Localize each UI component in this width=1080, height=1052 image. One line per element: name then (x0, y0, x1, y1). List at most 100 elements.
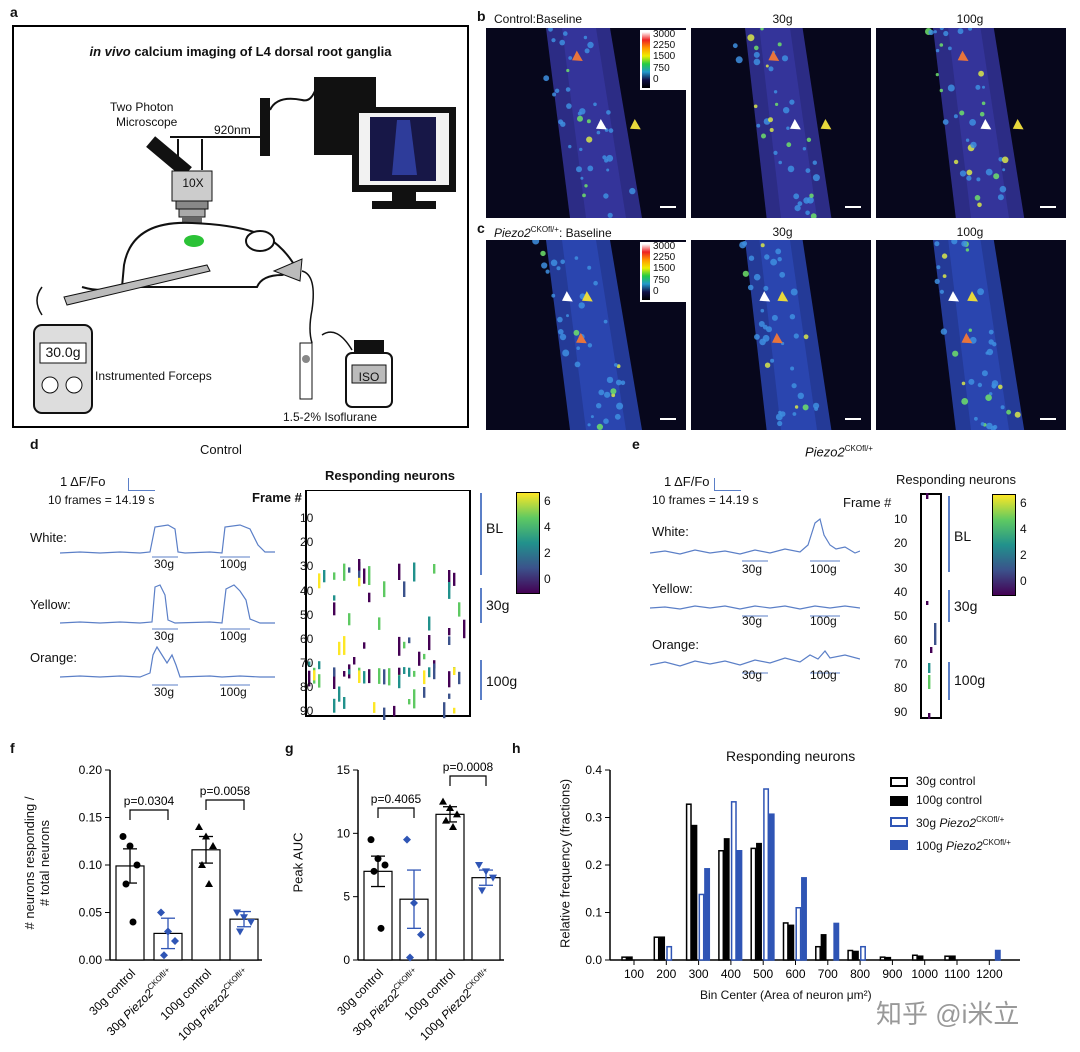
heatmap-cell (353, 657, 356, 665)
significance-bracket (205, 799, 245, 810)
panel-e-trace-yellow-label: Yellow: (652, 581, 693, 596)
heatmap-cell (458, 602, 461, 617)
heatmap-cell (333, 667, 336, 677)
x-tick-label: 200 (656, 967, 676, 981)
heatmap-cell (358, 559, 361, 571)
heatmap-cell (348, 669, 351, 675)
panel-e-epoch-100g: 100g (954, 672, 986, 688)
panel-e-epoch-bl: BL (954, 528, 972, 544)
y-tick-label: 0.2 (585, 858, 602, 872)
heatmap-cell (358, 577, 361, 587)
panel-c-col-30g: 30g (772, 225, 793, 239)
y-tick-label: 0.05 (79, 906, 103, 920)
heatmap-cell (343, 636, 346, 655)
histogram-bar (626, 956, 633, 961)
panel-e-scale-y: 1 ΔF/Fo (664, 474, 710, 489)
panel-a-schematic (33, 77, 456, 414)
panel-h-xlabel: Bin Center (Area of neuron μm²) (700, 988, 872, 1002)
panel-d-epoch-bars (480, 493, 482, 575)
heatmap-cell (378, 617, 381, 630)
panel-d-epoch-30g: 30g (486, 597, 510, 613)
x-tick-label: 900 (882, 967, 902, 981)
heatmap-cell (403, 641, 406, 649)
panel-e-stim-100g-1: 100g (810, 562, 837, 576)
data-point (202, 832, 210, 840)
legend-swatch (890, 795, 908, 806)
micrograph-c-2 (876, 240, 1066, 430)
y-tick-label: 0.4 (585, 763, 602, 777)
histogram-bar (994, 949, 1001, 961)
micrograph-b-2 (876, 28, 1066, 218)
panel-d-stim-30g-1: 30g (154, 557, 175, 571)
heatmap-cell (928, 663, 931, 673)
data-point (406, 953, 414, 962)
data-point (439, 797, 447, 805)
wavelength-label: 920nm (214, 123, 251, 137)
data-point (370, 867, 378, 875)
heatmap-cell (428, 667, 431, 678)
data-point (449, 823, 457, 830)
heatmap-cell (928, 713, 931, 719)
force-readout: 30.0g (45, 344, 81, 360)
panel-e-stim-30g-1: 30g (742, 562, 763, 576)
histogram-bar (852, 950, 859, 961)
heatmap-cell (318, 573, 321, 589)
heatmap-cell (403, 581, 406, 597)
histogram-bar (949, 955, 956, 961)
panel-label-b: b (477, 8, 486, 24)
data-point (236, 928, 244, 936)
bar (435, 813, 465, 961)
histogram-bar (847, 949, 854, 961)
legend-label: 100g Piezo2CKOfl/+ (916, 838, 1011, 853)
panel-d-scale-x: 10 frames = 14.19 s (48, 493, 155, 507)
panel-d-traces (60, 524, 275, 686)
data-point (205, 880, 213, 887)
x-tick-label: 400 (721, 967, 741, 981)
histogram-bar (704, 868, 711, 961)
legend-entry: 100g control (890, 791, 1011, 810)
panel-d-title: Control (200, 442, 242, 457)
heatmap-cell (368, 566, 371, 585)
significance-bracket (449, 775, 487, 786)
panel-e-epoch-bar-bl (948, 496, 950, 572)
isoflurane-label: 1.5-2% Isoflurane (283, 410, 378, 424)
panel-e-heatmap-title: Responding neurons (896, 472, 1016, 487)
histogram-bar (666, 945, 673, 961)
panel-d-trace-orange-label: Orange: (30, 650, 77, 665)
heatmap-cell (453, 707, 456, 714)
heatmap-cell (363, 671, 366, 684)
histogram-bar (820, 934, 827, 961)
y-tick-label: 0.3 (585, 811, 602, 825)
legend-entry: 30g control (890, 772, 1011, 791)
y-tick-label: 0.0 (585, 953, 602, 967)
heatmap-cell (408, 699, 411, 705)
micrograph-b-1 (691, 28, 871, 218)
histogram-bar (718, 850, 725, 961)
heatmap-cell (373, 702, 376, 713)
heatmap-cell (318, 674, 321, 688)
histogram-bar (685, 803, 692, 961)
heatmap-cell (448, 636, 451, 645)
heatmap-cell (930, 647, 933, 653)
panel-d-scale-y: 1 ΔF/Fo (60, 474, 106, 489)
heatmap-cell (408, 637, 411, 644)
heatmap-cell (343, 563, 346, 581)
data-point (247, 919, 255, 926)
y-tick-label: 0.10 (79, 858, 103, 872)
panel-e-epoch-30g: 30g (954, 598, 978, 614)
bar (471, 877, 501, 961)
panel-label-g: g (285, 740, 294, 756)
histogram-bar (879, 956, 886, 961)
heatmap-cell (338, 641, 341, 656)
heatmap-cell (413, 689, 416, 709)
data-point (403, 835, 411, 844)
panel-label-h: h (512, 740, 521, 756)
legend-entry: 100g Piezo2CKOfl/+ (890, 833, 1011, 856)
y-tick-label: 0.1 (585, 906, 602, 920)
heatmap-cell (348, 613, 351, 626)
data-point (164, 927, 172, 936)
p-value: p=0.0058 (200, 784, 251, 798)
heatmap-cell (343, 697, 346, 709)
data-point (377, 924, 385, 932)
